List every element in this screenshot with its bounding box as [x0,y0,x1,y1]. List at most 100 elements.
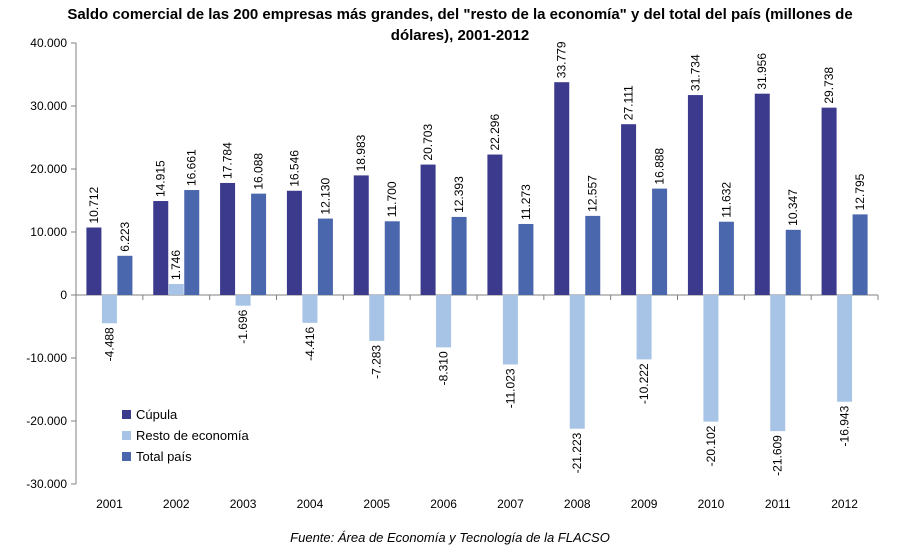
bar [703,295,719,422]
data-label: 10.347 [786,189,800,226]
legend-swatch [122,410,131,419]
x-tick-label: 2007 [497,497,524,511]
y-tick-label: 0 [60,288,67,302]
data-labels-layer: 10.712 14.915 17.784 16.546 18.983 20.703 22.2… [87,41,867,476]
bar [451,216,467,295]
y-tick-label: -20.000 [26,414,67,428]
data-label: 12.557 [586,175,600,212]
data-label: 16.888 [653,148,667,185]
data-label: 6.223 [118,221,132,251]
data-label: 11.273 [519,184,533,220]
y-tick-label: 10.000 [30,225,67,239]
bar [718,221,734,295]
x-tick-label: 2002 [163,497,190,511]
bar [153,201,169,295]
y-tick-label: 30.000 [30,99,67,113]
chart-source: Fuente: Área de Economía y Tecnología de… [290,530,610,545]
y-tick-label: -10.000 [26,351,67,365]
bar [220,182,236,295]
chart-title: Saldo comercial de las 200 empresas más … [67,6,853,44]
data-label: 16.546 [287,150,301,187]
x-tick-label: 2001 [96,497,123,511]
y-tick-label: -30.000 [26,477,67,491]
data-label: -4.416 [303,327,317,361]
data-label: 33.779 [555,41,569,78]
data-label: -1.696 [236,309,250,343]
bar [353,175,369,295]
bar [251,193,267,295]
legend-label: Resto de economía [136,428,250,443]
bar [837,295,853,402]
x-tick-label: 2012 [831,497,858,511]
data-label: -16.943 [838,405,852,446]
data-label: -21.223 [570,432,584,473]
data-label: -21.609 [771,435,785,476]
data-label: 31.956 [755,53,769,90]
data-label: 29.738 [822,67,836,104]
bar [518,223,534,295]
bar [101,295,117,324]
bar [636,295,652,360]
bar [502,295,518,365]
bar [487,154,503,295]
bar [852,214,868,295]
bar [86,227,102,295]
data-label: -4.488 [102,327,116,361]
data-label: 31.734 [688,54,702,91]
bar [687,95,703,295]
legend: Cúpula Resto de economía Total país [122,407,250,464]
data-label: 27.111 [622,85,636,120]
bar [621,124,637,295]
data-label: -11.023 [503,368,517,408]
x-tick-label: 2011 [765,497,791,511]
data-label: -10.222 [637,363,651,404]
legend-label: Cúpula [136,407,178,422]
data-label: 20.703 [421,124,435,161]
x-tick-label: 2008 [564,497,591,511]
data-label: 12.130 [318,178,332,215]
data-label: 16.661 [185,149,199,186]
data-label: 11.632 [719,182,733,218]
legend-label: Total país [136,449,192,464]
bar [652,188,668,295]
x-tick-label: 2003 [230,497,257,511]
bars-layer [86,82,868,432]
data-label: 16.088 [252,153,266,190]
bar [420,164,436,295]
y-tick-label: 20.000 [30,162,67,176]
bar [235,295,251,306]
bar [317,218,333,295]
bar [754,93,770,295]
bar [785,229,801,295]
x-tick-label: 2009 [631,497,658,511]
bar [117,255,133,295]
bar [369,295,385,341]
bar [302,295,318,323]
bar [168,284,184,295]
bar [184,190,200,295]
data-label: 10.712 [87,186,101,223]
data-label: 17.784 [221,142,235,179]
data-label: 12.795 [853,173,867,210]
bar [569,295,585,429]
legend-swatch [122,431,131,440]
x-tick-label: 2005 [363,497,390,511]
bar [770,295,786,432]
data-label: 1.746 [169,250,183,280]
data-label: 12.393 [452,176,466,213]
data-label: -8.310 [437,351,451,385]
bar [384,221,400,295]
y-tick-label: 40.000 [30,36,67,50]
bar [585,215,601,295]
data-label: -7.283 [370,345,384,379]
data-label: -20.102 [704,425,718,466]
bar [554,82,570,296]
bar [821,107,837,295]
data-label: 11.700 [385,181,399,217]
bar [286,190,302,295]
bar [436,295,452,348]
data-label: 14.915 [154,160,168,197]
axes-layer: 40.000 30.000 20.000 10.000 0 -10.000 -20.000 -… [26,36,879,511]
